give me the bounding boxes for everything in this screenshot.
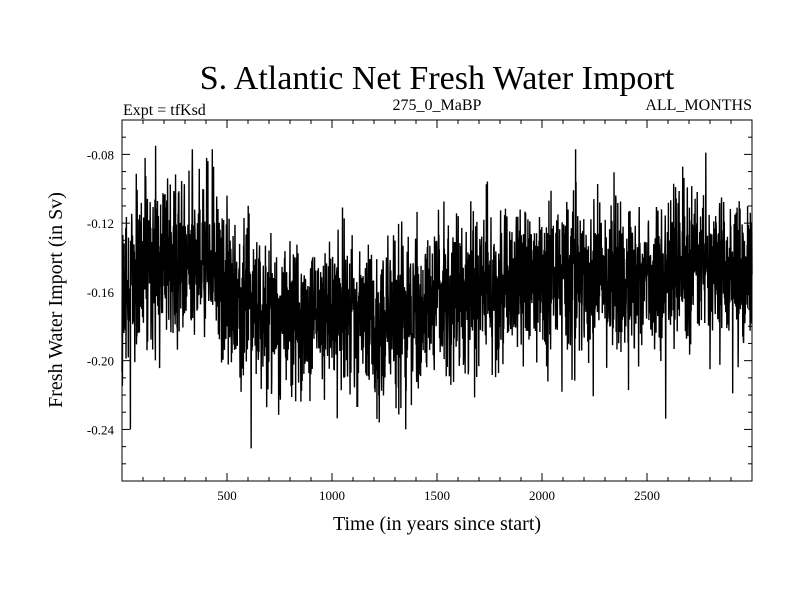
x-tick-label: 1500	[424, 488, 450, 503]
y-tick-label: -0.20	[87, 354, 114, 369]
y-tick-label: -0.16	[87, 285, 115, 300]
y-axis-label: Fresh Water Import (in Sv)	[45, 192, 67, 408]
chart-title: S. Atlantic Net Fresh Water Import	[200, 60, 675, 97]
x-tick-label: 2000	[529, 488, 555, 503]
series-layer	[121, 145, 753, 449]
x-tick-label: 1000	[319, 488, 345, 503]
y-tick-label: -0.12	[87, 216, 114, 231]
x-tick-label: 2500	[634, 488, 660, 503]
series-line-0	[121, 145, 753, 449]
experiment-label: Expt = tfKsd	[123, 102, 206, 119]
axis-layer: 500 1000 1500 2000 2500 -0.08 -0.12 -0.16 -0.20 -…	[87, 120, 752, 503]
y-tick-label: -0.08	[87, 147, 114, 162]
period-label: 275_0_MaBP	[393, 97, 482, 114]
y-tick-label: -0.24	[87, 422, 115, 437]
months-label: ALL_MONTHS	[645, 97, 752, 114]
x-tick-label: 500	[217, 488, 237, 503]
plot-frame	[121, 119, 753, 482]
x-axis-label: Time (in years since start)	[333, 513, 541, 535]
